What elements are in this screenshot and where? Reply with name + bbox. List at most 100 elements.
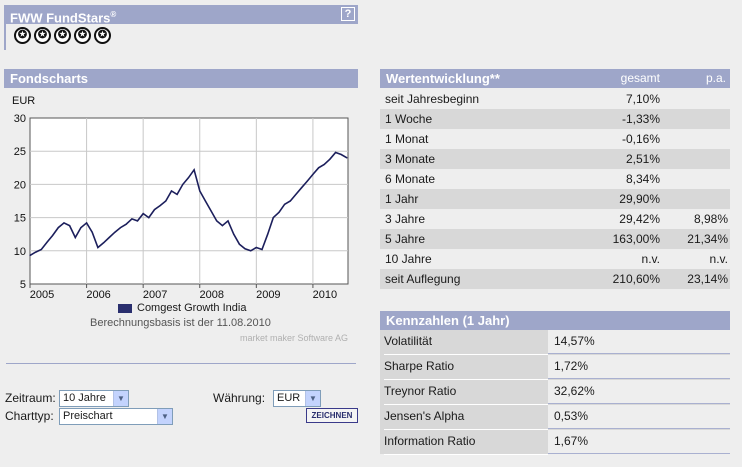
data-point bbox=[289, 200, 291, 202]
data-point bbox=[80, 226, 82, 229]
row-pa: 8,98% bbox=[693, 212, 728, 226]
data-point bbox=[52, 234, 54, 237]
data-point bbox=[125, 223, 127, 225]
wertentwicklung-header: Wertentwicklung** gesamt p.a. bbox=[380, 69, 730, 88]
row-label: seit Auflegung bbox=[385, 272, 461, 286]
data-point bbox=[85, 222, 88, 224]
chart-svg: EUR 5 10 15 20 25 30 2005 2006 2007 2008 2009 2010 bbox=[12, 95, 349, 300]
data-point bbox=[204, 200, 207, 202]
row-value: 1,72% bbox=[548, 355, 730, 379]
row-label: 3 Monate bbox=[385, 152, 436, 166]
row-separator bbox=[384, 429, 548, 430]
x-tick-label: 2010 bbox=[313, 289, 337, 300]
data-point bbox=[142, 213, 144, 215]
data-point bbox=[346, 157, 348, 159]
row-label: seit Jahresbeginn bbox=[385, 92, 480, 106]
y-tick-label: 20 bbox=[14, 179, 26, 191]
data-point bbox=[119, 226, 122, 229]
row-label: 1 Monat bbox=[385, 132, 429, 146]
zeitraum-select[interactable]: 10 Jahre ▼ bbox=[59, 390, 129, 407]
zeitraum-value: 10 Jahre bbox=[63, 392, 106, 404]
fondscharts-title: Fondscharts bbox=[10, 71, 89, 86]
registered-mark: ® bbox=[110, 10, 117, 19]
data-point bbox=[29, 254, 31, 257]
x-tick-label: 2008 bbox=[200, 289, 224, 300]
data-point bbox=[170, 190, 173, 192]
table-row: Treynor Ratio 32,62% bbox=[380, 380, 730, 405]
row-gesamt: 8,34% bbox=[625, 172, 660, 186]
star-icon: ✪ bbox=[54, 27, 71, 44]
fundstars-title: FWW FundStars bbox=[10, 10, 111, 26]
data-point bbox=[238, 243, 240, 245]
charttyp-value: Preischart bbox=[63, 410, 113, 422]
fondscharts-header: Fondscharts bbox=[4, 69, 358, 88]
kennzahlen-title: Kennzahlen (1 Jahr) bbox=[386, 313, 510, 328]
data-point bbox=[306, 180, 308, 182]
row-label: Sharpe Ratio bbox=[384, 359, 455, 373]
data-point bbox=[221, 224, 223, 227]
row-separator bbox=[384, 454, 548, 455]
data-point bbox=[46, 241, 48, 243]
data-point bbox=[97, 246, 99, 249]
help-icon[interactable]: ? bbox=[341, 7, 355, 21]
chart-legend: Comgest Growth India bbox=[118, 302, 246, 314]
row-gesamt: 210,60% bbox=[612, 272, 660, 286]
data-point bbox=[176, 193, 178, 195]
data-point bbox=[165, 200, 167, 202]
data-point bbox=[284, 203, 286, 205]
data-point bbox=[40, 248, 42, 251]
divider bbox=[6, 363, 356, 364]
table-row: 1 Jahr 29,90% bbox=[380, 189, 730, 209]
row-gesamt: 7,10% bbox=[625, 92, 660, 106]
star-icon: ✪ bbox=[14, 27, 31, 44]
data-point bbox=[74, 236, 76, 239]
data-point bbox=[278, 211, 280, 213]
data-point bbox=[323, 163, 325, 166]
kennzahlen-header: Kennzahlen (1 Jahr) bbox=[380, 311, 730, 330]
row-label: 6 Monate bbox=[385, 172, 436, 186]
kennzahlen-table: Volatilität 14,57% Sharpe Ratio 1,72% Trey… bbox=[380, 330, 730, 455]
row-value: 32,62% bbox=[548, 380, 730, 404]
data-point bbox=[108, 236, 110, 239]
data-point bbox=[199, 190, 201, 192]
row-separator bbox=[384, 404, 548, 405]
table-row: 1 Monat -0,16% bbox=[380, 129, 730, 149]
row-gesamt: 163,00% bbox=[612, 232, 660, 246]
charttyp-select[interactable]: Preischart ▼ bbox=[59, 408, 173, 425]
data-point bbox=[136, 220, 139, 222]
data-point bbox=[57, 226, 59, 229]
row-label: 3 Jahre bbox=[385, 212, 426, 226]
chevron-down-icon: ▼ bbox=[305, 391, 320, 406]
row-label: 5 Jahre bbox=[385, 232, 426, 246]
y-tick-label: 5 bbox=[20, 279, 26, 291]
table-row: Sharpe Ratio 1,72% bbox=[380, 355, 730, 380]
legend-label: Comgest Growth India bbox=[137, 302, 247, 314]
table-row: 10 Jahre n.v. n.v. bbox=[380, 249, 730, 269]
table-row: seit Auflegung 210,60% 23,14% bbox=[380, 269, 730, 289]
data-point bbox=[193, 169, 195, 171]
data-point bbox=[267, 233, 269, 235]
row-separator bbox=[384, 379, 548, 380]
data-point bbox=[153, 209, 156, 211]
row-value: 0,53% bbox=[548, 405, 730, 429]
data-point bbox=[182, 183, 184, 185]
row-label: Information Ratio bbox=[384, 434, 476, 448]
data-point bbox=[148, 217, 150, 219]
row-pa: 23,14% bbox=[687, 272, 728, 286]
data-point bbox=[272, 217, 274, 219]
data-point bbox=[301, 187, 303, 189]
zeichnen-button[interactable]: ZEICHNEN bbox=[306, 408, 358, 423]
row-value: 1,67% bbox=[548, 430, 730, 454]
row-label: Volatilität bbox=[384, 334, 433, 348]
chart-credit: market maker Software AG bbox=[240, 333, 349, 343]
waehrung-select[interactable]: EUR ▼ bbox=[273, 390, 321, 407]
table-row: Jensen's Alpha 0,53% bbox=[380, 405, 730, 430]
row-label: 10 Jahre bbox=[385, 252, 432, 266]
data-point bbox=[250, 250, 252, 252]
row-label: 1 Woche bbox=[385, 112, 433, 126]
waehrung-value: EUR bbox=[277, 392, 301, 404]
data-point bbox=[210, 210, 212, 212]
table-row: Information Ratio 1,67% bbox=[380, 430, 730, 455]
data-point bbox=[91, 231, 93, 233]
row-value: 14,57% bbox=[548, 330, 730, 354]
